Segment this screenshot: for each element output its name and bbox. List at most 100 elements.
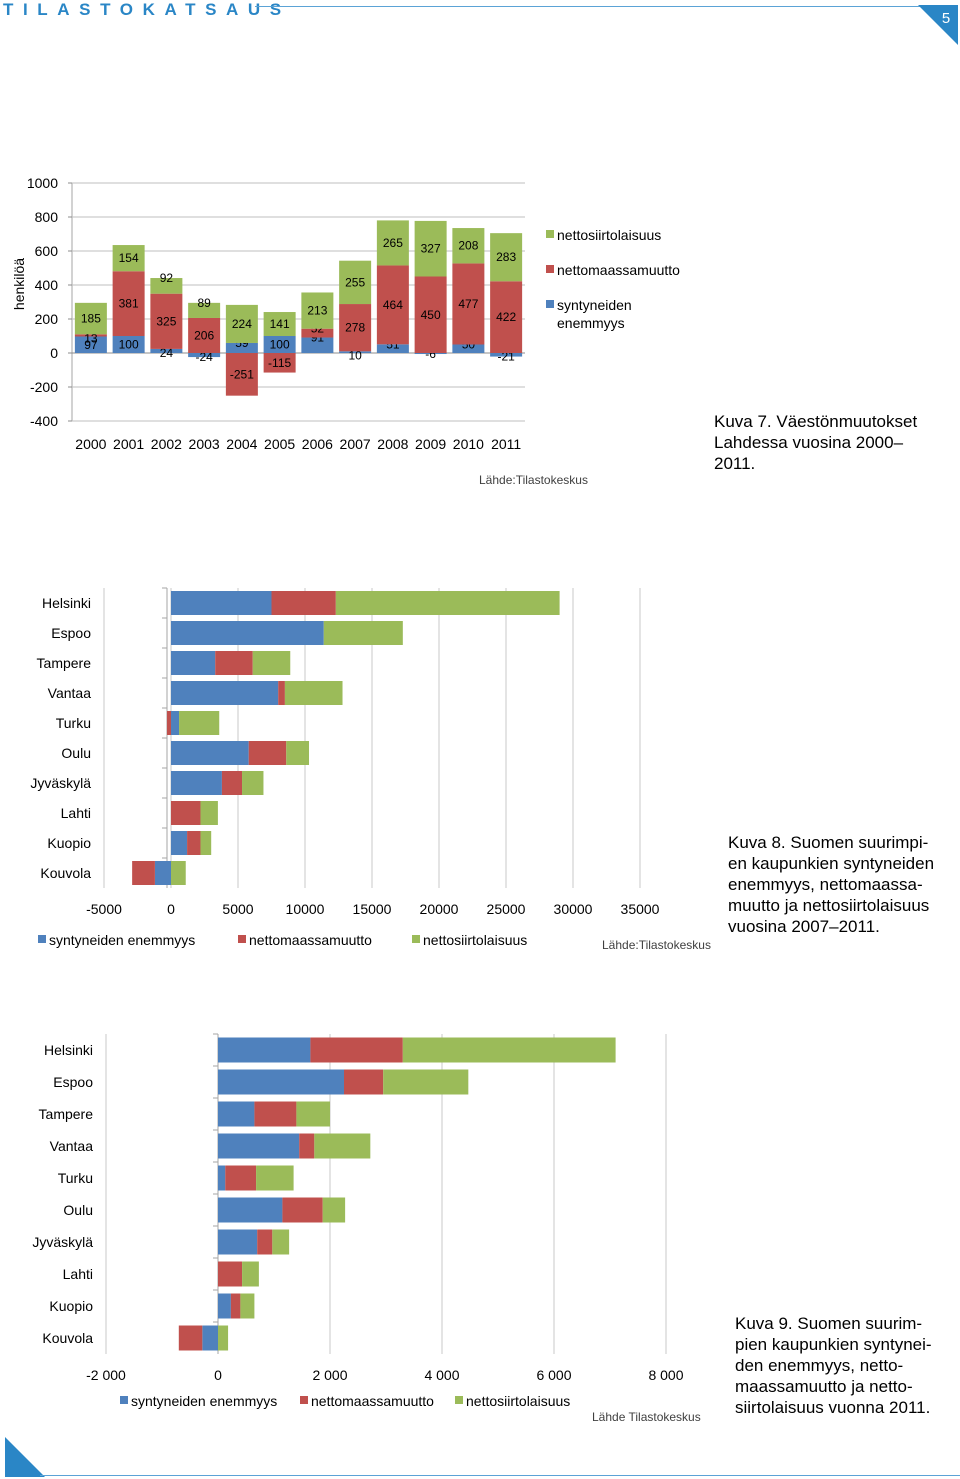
bar-segment xyxy=(252,651,291,675)
y-tick-label: -400 xyxy=(30,413,58,429)
bar-segment xyxy=(74,302,107,335)
y-axis-title: henkilöä xyxy=(11,258,27,310)
legend-label: nettomaassamuutto xyxy=(311,1393,434,1409)
bar-segment xyxy=(166,711,171,735)
legend-label: enemmyys xyxy=(557,315,625,331)
data-label: 265 xyxy=(383,236,403,250)
y-tick-label: -200 xyxy=(30,379,58,395)
page-corner-triangle-icon xyxy=(918,5,958,45)
data-label: 89 xyxy=(197,296,211,310)
x-tick-label: 2008 xyxy=(377,436,408,452)
data-label: 92 xyxy=(160,271,174,285)
bar-segment xyxy=(282,1197,323,1223)
bar-segment xyxy=(254,1101,297,1127)
bar-segment xyxy=(218,1037,311,1063)
legend-label: nettomaassamuutto xyxy=(249,932,372,948)
category-label: Kuopio xyxy=(47,835,91,851)
data-label: 224 xyxy=(232,317,252,331)
bar-segment xyxy=(218,1069,344,1095)
caption-fig7-line: Kuva 7. Väestönmuutokset xyxy=(714,412,918,431)
bar-segment xyxy=(256,1165,294,1191)
legend-label: syntyneiden enemmyys xyxy=(131,1393,277,1409)
bar-segment xyxy=(218,1261,243,1287)
category-label: Vantaa xyxy=(48,685,92,701)
category-label: Turku xyxy=(56,715,91,731)
bar-segment xyxy=(74,336,107,353)
legend-swatch xyxy=(120,1396,128,1404)
bar-segment xyxy=(263,336,296,353)
bar-segment xyxy=(171,711,180,735)
source-note: Lähde:Tilastokeskus xyxy=(602,938,711,952)
data-label: 100 xyxy=(270,338,290,352)
caption-fig8-line: muutto ja nettosiirtolaisuus xyxy=(728,896,930,915)
bar-segment xyxy=(187,831,201,855)
legend-swatch xyxy=(455,1396,463,1404)
caption-fig7-line: Lahdessa vuosina 2000– xyxy=(714,433,904,452)
bar-segment xyxy=(171,741,249,765)
y-tick-label: 400 xyxy=(35,277,59,293)
bar-segment xyxy=(188,302,221,318)
bar-segment xyxy=(376,220,409,266)
bar-segment xyxy=(376,344,409,353)
bar-segment xyxy=(452,344,485,353)
bar-segment xyxy=(263,353,296,373)
bar-segment xyxy=(344,1069,384,1095)
bar-segment xyxy=(218,1165,226,1191)
legend-swatch xyxy=(546,230,554,238)
category-label: Tampere xyxy=(37,655,92,671)
bar-segment xyxy=(225,304,258,343)
caption-fig8: Kuva 8. Suomen suurimpi- en kaupunkien s… xyxy=(728,832,934,937)
lahti-population-change-chart: 10008006004002000-200-400henkilöä9713185… xyxy=(11,175,680,487)
bar-segment xyxy=(339,304,372,352)
bar-segment xyxy=(452,263,485,345)
caption-fig9-line: Kuva 9. Suomen suurim- xyxy=(735,1314,923,1333)
bar-segment xyxy=(225,1165,257,1191)
bar-segment xyxy=(200,831,212,855)
bar-segment xyxy=(286,741,310,765)
data-label: 327 xyxy=(421,242,441,256)
data-label: 464 xyxy=(383,298,403,312)
bar-segment xyxy=(171,801,201,825)
x-tick-label: 15000 xyxy=(353,901,392,917)
category-label: Turku xyxy=(58,1170,93,1186)
x-tick-label: 2 000 xyxy=(312,1367,347,1383)
bar-segment xyxy=(218,1325,229,1351)
x-tick-label: 6 000 xyxy=(536,1367,571,1383)
caption-fig7-line: 2011. xyxy=(714,454,756,473)
caption-fig8-line: en kaupunkien syntyneiden xyxy=(728,854,935,873)
bar-segment xyxy=(218,1229,258,1255)
bar-segment xyxy=(296,1101,330,1127)
bar-segment xyxy=(272,1229,290,1255)
x-tick-label: 2001 xyxy=(113,436,144,452)
category-label: Jyväskylä xyxy=(32,1234,93,1250)
caption-fig8-line: vuosina 2007–2011. xyxy=(728,917,880,936)
data-label: -251 xyxy=(230,367,254,381)
y-tick-label: 600 xyxy=(35,243,59,259)
bar-segment xyxy=(218,1293,231,1319)
x-tick-label: 35000 xyxy=(621,901,660,917)
x-tick-label: 0 xyxy=(214,1367,222,1383)
bar-segment xyxy=(221,771,243,795)
bar-segment xyxy=(414,353,447,355)
data-label: -21 xyxy=(497,350,515,364)
bar-segment xyxy=(299,1133,315,1159)
bar-segment xyxy=(215,651,253,675)
data-label: 450 xyxy=(421,308,441,322)
bar-segment xyxy=(301,337,334,353)
bar-segment xyxy=(225,353,258,396)
data-label: 255 xyxy=(345,275,365,289)
bar-segment xyxy=(112,336,145,353)
bar-segment xyxy=(490,353,523,357)
bar-segment xyxy=(284,681,343,705)
legend-swatch xyxy=(546,300,554,308)
category-label: Lahti xyxy=(61,805,91,821)
bar-segment xyxy=(335,591,560,615)
data-label: 97 xyxy=(84,338,98,352)
x-tick-label: 2002 xyxy=(151,436,182,452)
bar-segment xyxy=(242,1261,259,1287)
source-note: Lähde:Tilastokeskus xyxy=(479,473,588,487)
legend-label: syntyneiden enemmyys xyxy=(49,932,195,948)
bar-segment xyxy=(171,681,279,705)
bar-segment xyxy=(301,292,334,329)
legend-swatch xyxy=(412,935,420,943)
